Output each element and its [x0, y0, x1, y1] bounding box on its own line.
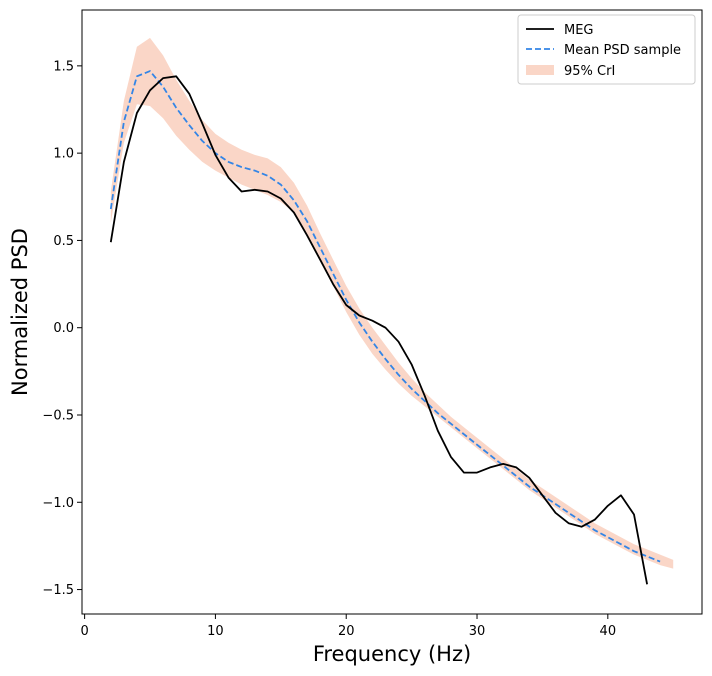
legend: MEG Mean PSD sample 95% CrI [517, 14, 696, 85]
series-line-mean-psd [109, 70, 661, 563]
x-tick-label: 30 [469, 624, 486, 639]
y-tick-label: 0.5 [53, 234, 74, 249]
y-tick-label: 1.0 [53, 147, 74, 162]
ci-band-layer [110, 37, 674, 569]
legend-label-mean-psd: Mean PSD sample [564, 43, 681, 58]
x-tick-label: 40 [600, 624, 617, 639]
plot-frame [81, 9, 703, 615]
y-tick-label: −1.0 [42, 496, 74, 511]
x-tick-label: 20 [338, 624, 355, 639]
x-tick-label: 10 [207, 624, 224, 639]
y-tick-label: 0.0 [53, 321, 74, 336]
y-tick-label: 1.5 [53, 59, 74, 74]
y-tick-label: −0.5 [42, 408, 74, 423]
legend-box [517, 14, 696, 85]
y-axis: −1.5 −1.0 −0.5 0.0 0.5 1.0 1.5 [42, 59, 82, 598]
x-axis: 0 10 20 30 40 [80, 614, 616, 639]
x-axis-title: Frequency (Hz) [313, 642, 471, 666]
legend-label-cri: 95% CrI [564, 64, 615, 79]
series-layer [109, 70, 661, 585]
series-line-meg [109, 75, 648, 585]
legend-label-meg: MEG [564, 23, 594, 38]
x-tick-label: 0 [80, 624, 88, 639]
ci-band-95 [110, 37, 674, 569]
y-axis-title: Normalized PSD [8, 228, 32, 396]
y-tick-label: −1.5 [42, 583, 74, 598]
legend-swatch-cri [526, 65, 554, 75]
